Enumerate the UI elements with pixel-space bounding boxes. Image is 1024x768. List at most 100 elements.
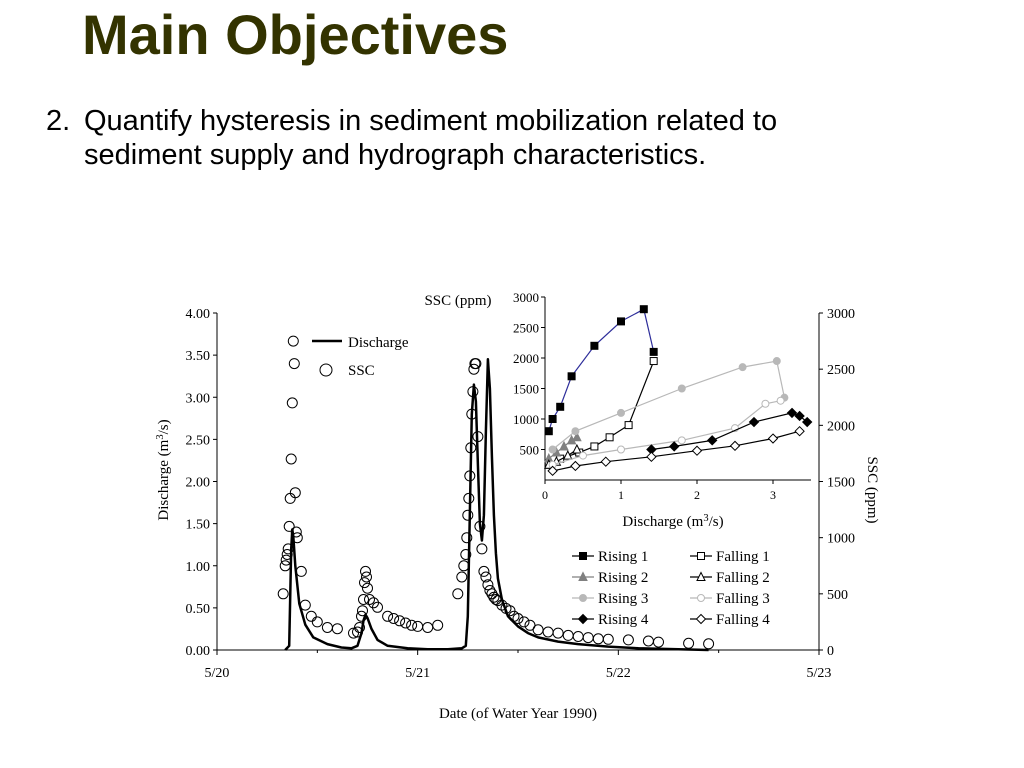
inset-y-axis-title: SSC (ppm) <box>424 293 491 309</box>
inset-series-point <box>677 384 686 393</box>
ssc-point <box>388 613 400 624</box>
ssc-point <box>364 594 375 605</box>
inset-legend-swatch-marker <box>577 613 589 625</box>
ssc-point <box>285 453 297 465</box>
ssc-point <box>394 615 406 627</box>
inset-series-point <box>556 402 565 411</box>
inset-series-point <box>786 407 798 419</box>
inset-x-tick-label: 1 <box>618 488 624 502</box>
ssc-point <box>466 408 478 420</box>
inset-series-point <box>590 442 599 451</box>
inset-series-point <box>706 435 718 446</box>
ssc-point <box>279 560 291 572</box>
inset-legend-label: Falling 4 <box>716 612 770 628</box>
y-axis-title: Discharge (m3/s) <box>155 419 172 520</box>
bullet-line-1: Quantify hysteresis in sediment mobiliza… <box>84 105 778 137</box>
ssc-point <box>542 626 554 638</box>
inset-series-point <box>567 372 576 381</box>
ssc-point <box>484 585 496 596</box>
ssc-point <box>295 565 307 577</box>
ssc-point <box>287 335 299 347</box>
main-chart: 0.00 0.50 1.00 1.50 2.00 2.50 3.00 3.50 4.00 0 500… <box>155 307 880 722</box>
bullet-line-2: sediment supply and hydrograph character… <box>84 139 707 171</box>
inset-legend-swatch-marker <box>579 552 587 560</box>
inset-legend-label: Falling 2 <box>716 570 770 586</box>
inset-series-point <box>801 416 813 428</box>
inset-x-tick-label: 3 <box>770 488 776 502</box>
inset-series-point <box>761 399 770 408</box>
x-tick-label: 5/23 <box>807 666 832 681</box>
inset-series-point <box>570 460 581 472</box>
ssc-point <box>622 634 634 646</box>
ssc-point <box>461 532 473 544</box>
inset-series-point <box>794 410 805 422</box>
ssc-point <box>289 487 301 499</box>
inset-legend-swatch-marker <box>578 571 588 581</box>
inset-y-tick-label: 3000 <box>513 290 539 305</box>
inset-series-point <box>562 449 573 460</box>
inset-series-point <box>738 363 747 372</box>
ssc-point <box>362 582 373 594</box>
ssc-point <box>290 526 302 538</box>
ssc-point <box>359 577 370 589</box>
ssc-point <box>512 613 524 624</box>
inset-series-point <box>605 433 614 442</box>
inset-y-tick-label: 500 <box>520 443 540 458</box>
y-right-tick-label: 500 <box>827 588 848 603</box>
y-right-tick-label: 0 <box>827 644 834 659</box>
x-axis-title: Date (of Water Year 1990) <box>439 706 597 722</box>
inset-series-point <box>776 396 785 405</box>
ssc-point <box>504 605 516 617</box>
ssc-point <box>299 599 311 611</box>
inset-series-point <box>548 445 557 454</box>
inset-series-point <box>639 305 648 314</box>
ssc-point <box>357 605 368 617</box>
bullet-number: 2. <box>46 105 71 137</box>
legend-ssc-swatch <box>319 363 333 377</box>
legend-discharge-label: Discharge <box>348 335 409 351</box>
y-right-tick-label: 3000 <box>827 307 855 322</box>
inset-series-point <box>624 421 633 430</box>
ssc-point <box>372 601 383 613</box>
ssc-point <box>282 543 294 555</box>
inset-x-tick-label: 0 <box>542 488 548 502</box>
ssc-point <box>572 631 584 642</box>
ssc-point <box>406 619 418 631</box>
ssc-point <box>472 431 484 443</box>
inset-series-point <box>590 341 599 350</box>
y-tick-label: 3.00 <box>186 391 211 406</box>
inset-series-point <box>677 436 686 445</box>
ssc-point <box>592 633 604 645</box>
inset-x-tick-label: 2 <box>694 488 700 502</box>
ssc-point <box>642 635 654 647</box>
ssc-point <box>291 532 303 544</box>
ssc-point <box>354 622 365 633</box>
y-right-tick-label: 1000 <box>827 532 855 547</box>
y-tick-label: 0.00 <box>186 644 211 659</box>
ssc-point <box>400 617 412 629</box>
inset-legend-label: Rising 3 <box>598 591 648 607</box>
inset-legend-swatch-marker <box>697 594 705 602</box>
ssc-point <box>562 629 574 641</box>
inset-series-point <box>772 357 781 366</box>
ssc-point <box>284 492 296 504</box>
inset-series-point <box>547 465 558 477</box>
inset-series-point <box>794 425 805 437</box>
inset-legend-label: Rising 4 <box>598 612 649 628</box>
slide-title: Main Objectives <box>82 3 509 66</box>
ssc-point <box>283 520 295 532</box>
x-tick-label: 5/21 <box>405 666 430 681</box>
inset-series-point <box>767 433 779 444</box>
inset-x-axis-title: Discharge (m3/s) <box>622 513 723 530</box>
ssc-point <box>653 636 664 648</box>
y-right-tick-label: 1500 <box>827 476 855 491</box>
ssc-point <box>474 520 486 532</box>
y-tick-label: 1.00 <box>186 560 211 575</box>
inset-series-point <box>649 357 658 366</box>
inset-series-line <box>552 430 800 472</box>
y-right-tick-label: 2000 <box>827 419 855 434</box>
inset-series-point <box>617 445 625 454</box>
ssc-point <box>360 565 371 577</box>
ssc-point <box>286 397 298 409</box>
inset-series-point <box>668 441 680 452</box>
